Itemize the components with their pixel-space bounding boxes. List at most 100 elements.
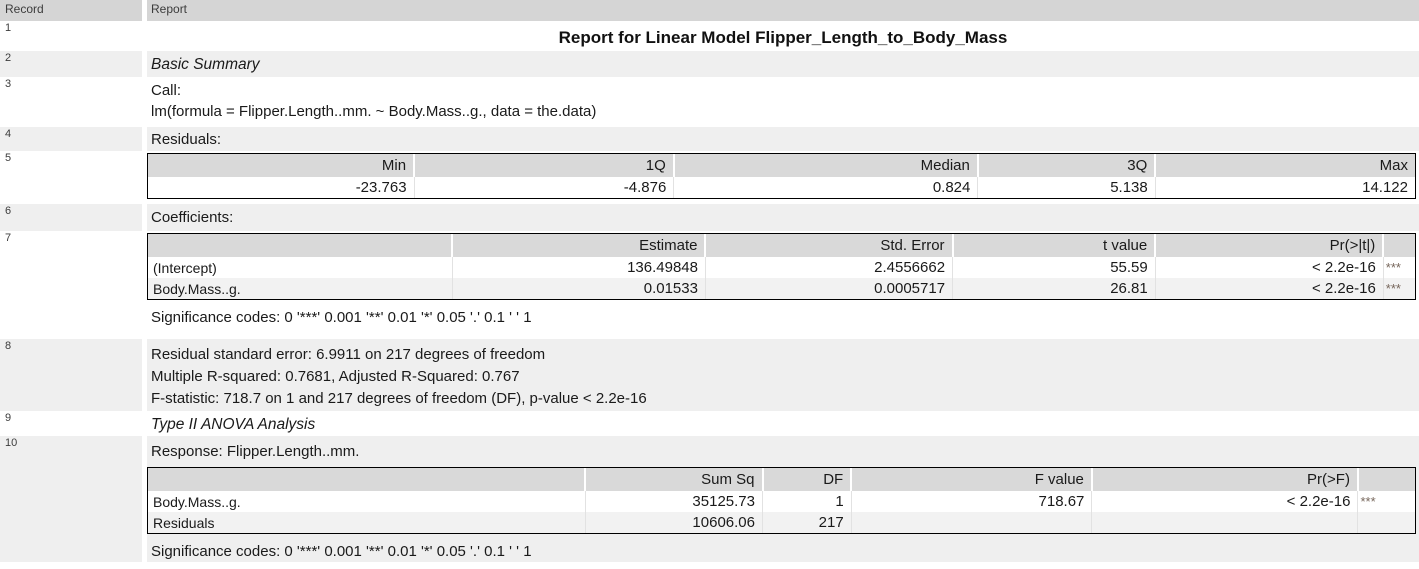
record-row-5: 5 Min 1Q Median 3Q Max -23.763 bbox=[0, 151, 1419, 204]
residuals-col-median: Median bbox=[672, 154, 978, 177]
call-formula: lm(formula = Flipper.Length..mm. ~ Body.… bbox=[151, 103, 597, 120]
coefficients-table: Estimate Std. Error t value Pr(>|t|) (In… bbox=[147, 233, 1416, 300]
record-number: 3 bbox=[0, 77, 142, 127]
residuals-col-max: Max bbox=[1154, 154, 1415, 177]
coefficients-row-intercept: (Intercept) 136.49848 2.4556662 55.59 < … bbox=[148, 257, 1415, 278]
response-label: Response: Flipper.Length..mm. bbox=[151, 443, 360, 460]
record-row-2: 2 Basic Summary bbox=[0, 51, 1419, 77]
signif-stars: *** bbox=[1357, 491, 1415, 512]
anova-col-sumsq: Sum Sq bbox=[584, 468, 763, 491]
anova-col-term bbox=[148, 468, 586, 491]
column-divider bbox=[142, 127, 147, 151]
residuals-col-min: Min bbox=[148, 154, 415, 177]
report-title: Report for Linear Model Flipper_Length_t… bbox=[558, 28, 1008, 47]
term-label: Body.Mass..g. bbox=[153, 493, 241, 510]
coefficients-col-stderror: Std. Error bbox=[704, 234, 953, 257]
signif-stars: *** bbox=[1382, 257, 1415, 278]
column-divider bbox=[142, 77, 147, 127]
anova-col-fvalue: F value bbox=[850, 468, 1092, 491]
signif-stars: *** bbox=[1382, 278, 1415, 299]
anova-col-df: DF bbox=[761, 468, 852, 491]
record-row-6: 6 Coefficients: bbox=[0, 204, 1419, 231]
sumsq-value: 10606.06 bbox=[584, 512, 763, 533]
estimate-value: 136.49848 bbox=[451, 257, 706, 278]
term-label: (Intercept) bbox=[153, 259, 217, 276]
record-row-8: 8 Residual standard error: 6.9911 on 217… bbox=[0, 339, 1419, 411]
record-number: 9 bbox=[0, 411, 142, 436]
tvalue-value: 55.59 bbox=[952, 257, 1156, 278]
coefficients-col-tvalue: t value bbox=[951, 234, 1156, 257]
call-label: Call: bbox=[151, 82, 182, 99]
term-label: Body.Mass..g. bbox=[148, 278, 453, 299]
anova-col-signif bbox=[1356, 468, 1415, 491]
column-divider bbox=[142, 411, 147, 436]
column-divider bbox=[142, 51, 147, 77]
pr-value: < 2.2e-16 bbox=[1154, 257, 1384, 278]
coefficients-row-bodymass: Body.Mass..g. 0.01533 0.0005717 26.81 < … bbox=[148, 278, 1415, 299]
fvalue-value: 718.67 bbox=[850, 491, 1092, 512]
record-number: 2 bbox=[0, 51, 142, 77]
residuals-1q-value: -4.876 bbox=[413, 177, 674, 198]
anova-table: Sum Sq DF F value Pr(>F) Body.Mass..g. 3… bbox=[147, 467, 1416, 534]
residuals-median-value: 0.824 bbox=[673, 177, 978, 198]
f-statistic-line: F-statistic: 718.7 on 1 and 217 degrees … bbox=[151, 390, 647, 407]
record-row-10: 10 Response: Flipper.Length..mm. Sum Sq … bbox=[0, 436, 1419, 562]
column-divider bbox=[142, 151, 147, 204]
significance-codes: Significance codes: 0 '***' 0.001 '**' 0… bbox=[151, 543, 532, 560]
coefficients-col-term bbox=[148, 234, 453, 257]
coefficients-label: Coefficients: bbox=[151, 209, 234, 226]
record-number: 1 bbox=[0, 21, 142, 51]
anova-col-pr: Pr(>F) bbox=[1090, 468, 1358, 491]
residuals-col-3q: 3Q bbox=[976, 154, 1156, 177]
coefficients-header-row: Estimate Std. Error t value Pr(>|t|) bbox=[148, 234, 1415, 257]
r-squared-line: Multiple R-squared: 0.7681, Adjusted R-S… bbox=[151, 368, 520, 385]
signif-stars bbox=[1357, 512, 1415, 533]
column-divider bbox=[142, 21, 147, 51]
residuals-col-1q: 1Q bbox=[413, 154, 674, 177]
anova-heading: Type II ANOVA Analysis bbox=[151, 416, 316, 433]
column-divider bbox=[142, 339, 147, 411]
df-value: 1 bbox=[762, 491, 852, 512]
anova-row-bodymass: Body.Mass..g. 35125.73 1 718.67 < 2.2e-1… bbox=[148, 491, 1415, 512]
record-row-9: 9 Type II ANOVA Analysis bbox=[0, 411, 1419, 436]
record-row-3: 3 Call: lm(formula = Flipper.Length..mm.… bbox=[0, 77, 1419, 127]
pr-value: < 2.2e-16 bbox=[1154, 278, 1384, 299]
record-number: 7 bbox=[0, 231, 142, 339]
report-column-header[interactable]: Report bbox=[147, 0, 1419, 21]
sumsq-value: 35125.73 bbox=[584, 491, 763, 512]
coefficients-col-pr: Pr(>|t|) bbox=[1154, 234, 1384, 257]
stderror-value: 0.0005717 bbox=[704, 278, 953, 299]
anova-row-residuals: Residuals 10606.06 217 bbox=[148, 512, 1415, 533]
record-row-1: 1 Report for Linear Model Flipper_Length… bbox=[0, 21, 1419, 51]
residuals-max-value: 14.122 bbox=[1154, 177, 1415, 198]
residuals-label: Residuals: bbox=[151, 131, 222, 148]
bottom-filler bbox=[0, 562, 1419, 569]
anova-header-row: Sum Sq DF F value Pr(>F) bbox=[148, 468, 1415, 491]
estimate-value: 0.01533 bbox=[451, 278, 706, 299]
fvalue-value bbox=[850, 512, 1092, 533]
record-number: 8 bbox=[0, 339, 142, 411]
residuals-min-value: -23.763 bbox=[355, 179, 407, 196]
df-value: 217 bbox=[762, 512, 852, 533]
coefficients-col-estimate: Estimate bbox=[451, 234, 706, 257]
record-number: 10 bbox=[0, 436, 142, 562]
record-number: 4 bbox=[0, 127, 142, 151]
pr-value bbox=[1091, 512, 1358, 533]
residuals-table: Min 1Q Median 3Q Max -23.763 -4.876 0.82… bbox=[147, 153, 1416, 199]
column-divider bbox=[142, 204, 147, 231]
record-column-header[interactable]: Record bbox=[0, 0, 142, 21]
record-number: 6 bbox=[0, 204, 142, 231]
record-row-4: 4 Residuals: bbox=[0, 127, 1419, 151]
basic-summary-heading: Basic Summary bbox=[151, 56, 260, 73]
residuals-3q-value: 5.138 bbox=[977, 177, 1156, 198]
column-divider bbox=[142, 231, 147, 339]
residuals-value-row: -23.763 -4.876 0.824 5.138 14.122 bbox=[148, 177, 1415, 198]
significance-codes: Significance codes: 0 '***' 0.001 '**' 0… bbox=[151, 309, 532, 326]
column-divider bbox=[142, 436, 147, 562]
pr-value: < 2.2e-16 bbox=[1091, 491, 1358, 512]
stderror-value: 2.4556662 bbox=[704, 257, 953, 278]
column-divider[interactable] bbox=[142, 0, 147, 21]
residual-standard-error-line: Residual standard error: 6.9911 on 217 d… bbox=[151, 346, 546, 363]
coefficients-col-signif bbox=[1382, 234, 1415, 257]
